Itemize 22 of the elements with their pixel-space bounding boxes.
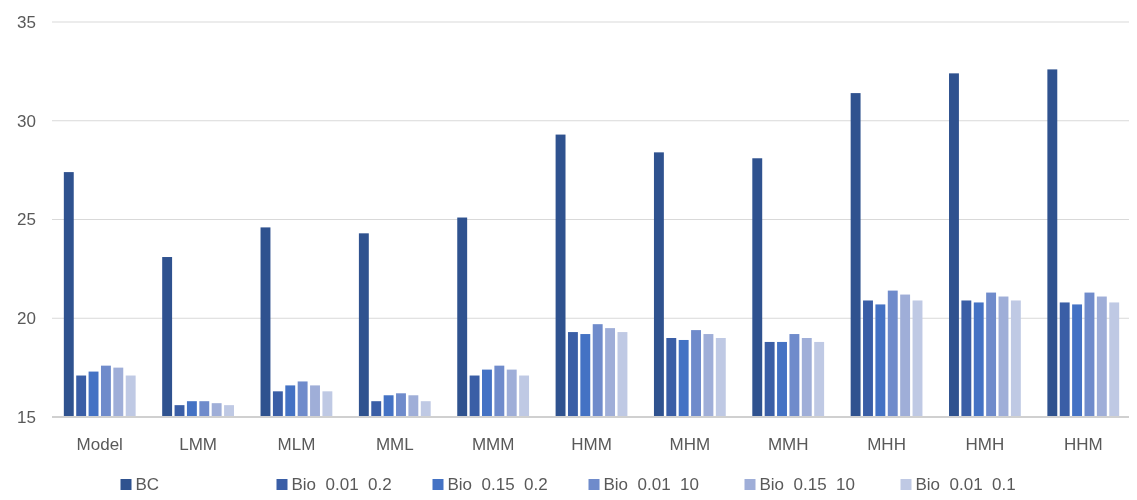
x-tick-label: HHM [1063,434,1103,454]
legend-label: Bio 0.01 10 [603,475,699,495]
y-tick-label: 30 [17,111,36,131]
y-tick-label: 25 [17,210,36,230]
legend-label: Bio 0.01 0.2 [291,475,392,495]
y-tick-label: 20 [17,309,36,329]
y-tick-label: 35 [17,12,36,32]
y-tick-label: 15 [17,407,36,427]
x-tick-label: MLM [277,434,316,454]
x-tick-label: LMM [179,434,217,454]
legend-label: Bio 0.15 0.2 [447,475,548,495]
x-tick-label: MML [375,434,414,454]
x-tick-label: MHH [867,434,906,454]
x-tick-label: Model [76,434,123,454]
x-tick-label: HMM [571,434,612,454]
legend-label: Bio 0.01 0.1 [915,475,1016,495]
legend-label: Bio 0.15 10 [759,475,855,495]
x-tick-label: MMM [471,434,515,454]
x-tick-label: HMH [965,434,1005,454]
x-tick-label: MMH [767,434,809,454]
x-tick-label: MHM [669,434,711,454]
legend-label: BC [135,475,160,495]
